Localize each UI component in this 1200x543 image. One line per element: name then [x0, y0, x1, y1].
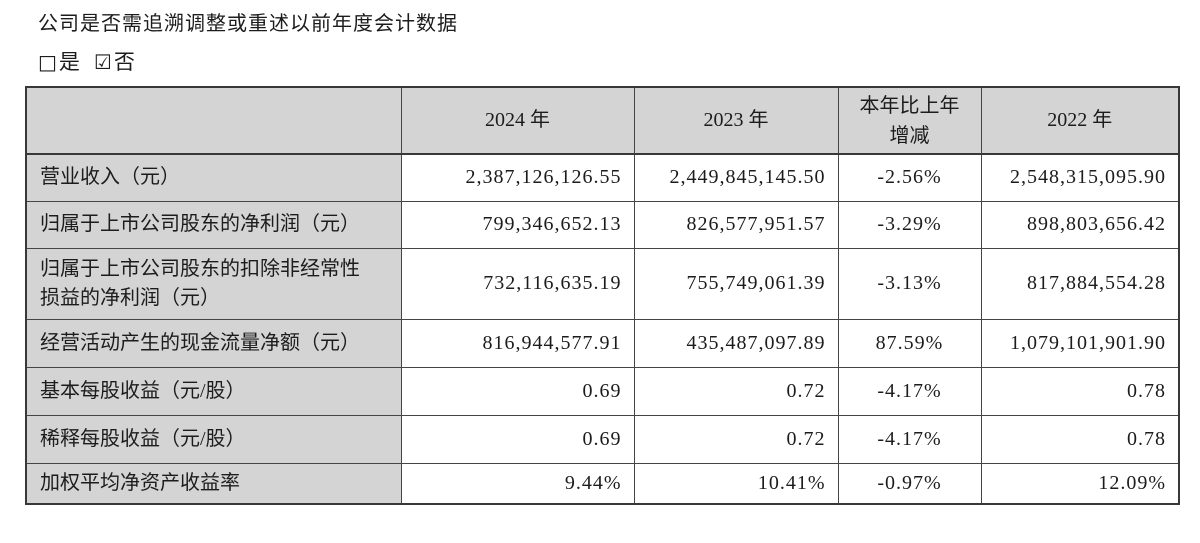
- value-cell: 0.69: [400, 414, 635, 464]
- header-yoy-change: 本年比上年增减: [837, 86, 982, 155]
- table-header-row: 2024 年 2023 年 本年比上年增减 2022 年: [25, 86, 1180, 155]
- header-2023: 2023 年: [633, 86, 839, 155]
- change-cell: -0.97%: [837, 462, 982, 505]
- checkbox-checked-icon: ☑: [93, 50, 112, 74]
- row-label-cell: 营业收入（元）: [25, 153, 402, 202]
- value-cell: 2,548,315,095.90: [980, 153, 1180, 202]
- value-cell: 799,346,652.13: [400, 200, 635, 249]
- value-cell: 0.72: [633, 414, 839, 464]
- value-cell: 816,944,577.91: [400, 318, 635, 368]
- value-cell: 826,577,951.57: [633, 200, 839, 249]
- value-cell: 898,803,656.42: [980, 200, 1180, 249]
- value-cell: 732,116,635.19: [400, 247, 635, 320]
- question-text: 公司是否需追溯调整或重述以前年度会计数据: [38, 13, 458, 35]
- value-cell: 0.78: [980, 414, 1180, 464]
- table-row: 基本每股收益（元/股） 0.69 0.72 -4.17% 0.78: [25, 366, 1180, 416]
- key-financial-data-table: 2024 年 2023 年 本年比上年增减 2022 年 营业收入（元） 2,3…: [25, 86, 1180, 505]
- value-cell: 0.72: [633, 366, 839, 416]
- table-row: 营业收入（元） 2,387,126,126.55 2,449,845,145.5…: [25, 153, 1180, 202]
- table-row: 归属于上市公司股东的扣除非经常性损益的净利润（元） 732,116,635.19…: [25, 247, 1180, 320]
- row-label-cell: 基本每股收益（元/股）: [25, 366, 402, 416]
- value-cell: 9.44%: [400, 462, 635, 505]
- table-row: 加权平均净资产收益率 9.44% 10.41% -0.97% 12.09%: [25, 462, 1180, 505]
- header-2024: 2024 年: [400, 86, 635, 155]
- value-cell: 817,884,554.28: [980, 247, 1180, 320]
- row-label-cell: 归属于上市公司股东的扣除非经常性损益的净利润（元）: [25, 247, 402, 320]
- row-label-cell: 归属于上市公司股东的净利润（元）: [25, 200, 402, 249]
- value-cell: 2,387,126,126.55: [400, 153, 635, 202]
- value-cell: 755,749,061.39: [633, 247, 839, 320]
- change-cell: -3.13%: [837, 247, 982, 320]
- checkbox-yes-label: 是: [58, 50, 80, 74]
- value-cell: 1,079,101,901.90: [980, 318, 1180, 368]
- change-cell: -4.17%: [837, 414, 982, 464]
- row-label-cell: 加权平均净资产收益率: [25, 462, 402, 505]
- row-label-cell: 经营活动产生的现金流量净额（元）: [25, 318, 402, 368]
- checkbox-option-yes: □是: [38, 50, 80, 74]
- change-cell: 87.59%: [837, 318, 982, 368]
- header-blank-cell: [25, 86, 402, 155]
- checkbox-option-no: ☑否: [94, 50, 135, 74]
- value-cell: 2,449,845,145.50: [633, 153, 839, 202]
- checkbox-no-label: 否: [113, 50, 135, 74]
- value-cell: 0.78: [980, 366, 1180, 416]
- checkbox-row: □是 ☑否: [38, 46, 149, 76]
- header-2022: 2022 年: [980, 86, 1180, 155]
- value-cell: 0.69: [400, 366, 635, 416]
- change-cell: -2.56%: [837, 153, 982, 202]
- value-cell: 435,487,097.89: [633, 318, 839, 368]
- change-cell: -3.29%: [837, 200, 982, 249]
- row-label-cell: 稀释每股收益（元/股）: [25, 414, 402, 464]
- value-cell: 10.41%: [633, 462, 839, 505]
- table-row: 经营活动产生的现金流量净额（元） 816,944,577.91 435,487,…: [25, 318, 1180, 368]
- change-cell: -4.17%: [837, 366, 982, 416]
- value-cell: 12.09%: [980, 462, 1180, 505]
- table-row: 稀释每股收益（元/股） 0.69 0.72 -4.17% 0.78: [25, 414, 1180, 464]
- table-row: 归属于上市公司股东的净利润（元） 799,346,652.13 826,577,…: [25, 200, 1180, 249]
- checkbox-unchecked-icon: □: [38, 50, 57, 74]
